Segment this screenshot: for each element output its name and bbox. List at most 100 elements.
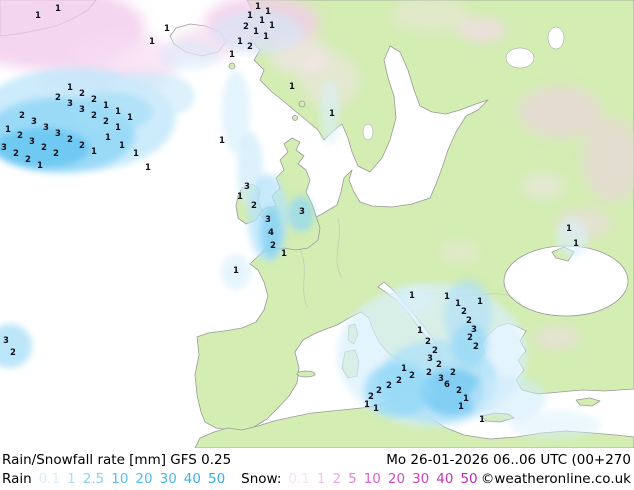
precip-value-marker: 1	[444, 292, 450, 302]
precip-value-marker: 2	[432, 346, 438, 356]
snow-scale-value: 40	[436, 471, 454, 487]
precip-value-marker: 2	[67, 135, 73, 145]
precip-value-marker: 1	[219, 136, 225, 146]
precip-value-marker: 1	[237, 192, 243, 202]
rain-scale-value: 10	[111, 471, 129, 487]
precip-value-marker: 2	[270, 241, 276, 251]
rain-scale-value: 0.1	[38, 471, 61, 487]
precip-value-marker: 2	[25, 155, 31, 165]
precip-value-marker: 1	[269, 21, 275, 31]
map-graphic	[0, 0, 634, 448]
precip-value-marker: 1	[105, 133, 111, 143]
rain-scale-label: Rain	[2, 471, 32, 487]
precip-value-marker: 1	[164, 24, 170, 34]
orkney	[292, 115, 298, 121]
cyprus	[575, 397, 601, 407]
precip-value-marker: 1	[145, 163, 151, 173]
snow-scale-values: 0.1 1 2 5 10 20 30 40 50	[288, 470, 477, 489]
precip-value-marker: 1	[463, 394, 469, 404]
rain-scale-value: 40	[183, 471, 201, 487]
legend-row: Rain 0.1 1 2.5 10 20 30 40 50 Snow: 0.1 1 2 5 10 20 3…	[2, 470, 631, 489]
precip-value-marker: 3	[79, 105, 85, 115]
precip-value-marker: 2	[247, 42, 253, 52]
footer: Rain/Snowfall rate [mm] GFS 0.25 Mo 26-0…	[0, 448, 634, 490]
precip-value-marker: 1	[455, 299, 461, 309]
lake-vanern	[362, 123, 374, 141]
faroe	[228, 62, 236, 70]
precip-value-marker: 1	[566, 224, 572, 234]
product-title: Rain/Snowfall rate [mm] GFS 0.25	[2, 452, 232, 468]
precip-value-marker: 1	[37, 161, 43, 171]
precip-value-marker: 2	[17, 131, 23, 141]
precip-value-marker: 1	[255, 2, 261, 12]
rain-scale-value: 50	[207, 471, 226, 487]
shetland	[298, 100, 306, 108]
precip-value-marker: 2	[466, 316, 472, 326]
precip-value-marker: 3	[55, 129, 61, 139]
precip-value-marker: 1	[103, 101, 109, 111]
precip-value-marker: 3	[1, 143, 7, 153]
rain-scale-value: 1	[67, 471, 76, 487]
precip-value-marker: 2	[368, 392, 374, 402]
precip-value-marker: 2	[10, 348, 16, 358]
balearics	[296, 370, 316, 378]
precip-value-marker: 2	[386, 381, 392, 391]
precip-value-marker: 1	[281, 249, 287, 259]
precip-value-marker: 1	[289, 82, 295, 92]
precip-value-marker: 2	[79, 141, 85, 151]
precip-value-marker: 1	[119, 141, 125, 151]
precip-value-marker: 1	[5, 125, 11, 135]
precip-value-marker: 3	[471, 325, 477, 335]
precip-value-marker: 1	[364, 400, 370, 410]
snow-scale-label: Snow:	[241, 471, 282, 487]
precip-value-marker: 2	[41, 143, 47, 153]
precip-value-marker: 1	[237, 37, 243, 47]
snow-scale-value: 0.1	[288, 471, 310, 487]
rain-precip-patches	[0, 10, 600, 439]
precip-value-marker: 1	[55, 4, 61, 14]
snow-scale-value: 20	[387, 471, 406, 487]
precip-value-marker: 1	[233, 266, 239, 276]
precip-value-marker: 2	[467, 333, 473, 343]
precip-value-marker: 3	[438, 374, 444, 384]
precip-value-marker: 2	[103, 117, 109, 127]
snow-scale-value: 1	[316, 471, 326, 487]
precip-value-marker: 2	[91, 111, 97, 121]
precip-value-marker: 2	[461, 307, 467, 317]
precip-value-marker: 4	[268, 228, 274, 238]
precip-value-marker: 1	[373, 404, 379, 414]
precip-value-marker: 1	[253, 27, 259, 37]
precip-value-marker: 1	[115, 107, 121, 117]
snow-scale-value: 30	[412, 471, 430, 487]
rain-scale-values: 0.1 1 2.5 10 20 30 40 50	[39, 470, 226, 489]
snow-scale-value: 5	[348, 471, 357, 487]
precip-value-marker: 3	[29, 137, 35, 147]
precip-value-marker: 2	[436, 360, 442, 370]
rain-scale-value: 30	[159, 471, 177, 487]
precip-value-marker: 1	[573, 239, 579, 249]
precip-value-marker: 1	[91, 147, 97, 157]
precip-value-marker: 2	[55, 93, 61, 103]
precip-value-marker: 2	[376, 386, 382, 396]
precip-value-marker: 1	[477, 297, 483, 307]
precip-value-marker: 2	[243, 22, 249, 32]
precip-value-marker: 2	[251, 201, 257, 211]
snow-scale-value: 10	[363, 471, 381, 487]
precip-value-marker: 1	[409, 291, 415, 301]
precip-value-marker: 2	[425, 337, 431, 347]
rain-scale-value: 2.5	[82, 471, 105, 487]
precip-value-marker: 1	[458, 402, 464, 412]
copyright: ©weatheronline.co.uk	[480, 471, 631, 487]
river-loire	[299, 249, 309, 309]
precip-value-marker: 1	[35, 11, 41, 21]
river-rhine	[336, 217, 343, 279]
precip-value-marker: 1	[229, 50, 235, 60]
precip-value-marker: 3	[244, 182, 250, 192]
precip-value-marker: 3	[3, 336, 9, 346]
precip-value-marker: 3	[427, 354, 433, 364]
precip-value-marker: 2	[456, 386, 462, 396]
precip-value-marker: 2	[53, 149, 59, 159]
precip-value-marker: 3	[67, 99, 73, 109]
